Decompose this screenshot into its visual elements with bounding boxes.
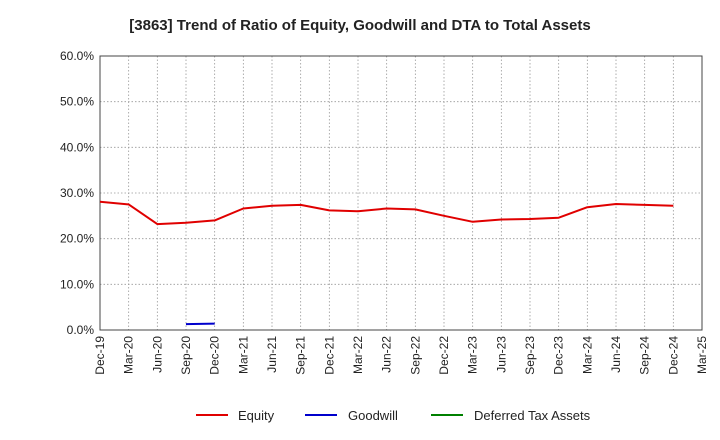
- series-line-equity: [99, 200, 674, 226]
- x-tick-label: Sep-21: [294, 336, 308, 375]
- x-tick-label: Sep-24: [638, 336, 652, 375]
- y-tick-label: 60.0%: [60, 49, 94, 63]
- x-tick-label: Mar-25: [695, 336, 709, 374]
- x-tick-label: Jun-24: [609, 336, 623, 373]
- x-tick-label: Jun-21: [265, 336, 279, 373]
- legend-label-goodwill: Goodwill: [348, 408, 398, 423]
- x-tick-label: Sep-23: [523, 336, 537, 375]
- y-tick-label: 20.0%: [60, 232, 94, 246]
- plot-frame: [99, 55, 703, 331]
- x-tick-label: Dec-22: [437, 336, 451, 375]
- x-tick-label: Mar-24: [580, 336, 594, 374]
- y-tick-label: 0.0%: [67, 323, 95, 337]
- legend-label-equity: Equity: [238, 408, 275, 423]
- y-tick-label: 50.0%: [60, 95, 94, 109]
- x-tick-label: Jun-20: [150, 336, 164, 373]
- x-tick-label: Dec-19: [93, 336, 107, 375]
- x-tick-label: Dec-20: [208, 336, 222, 375]
- x-tick-label: Jun-22: [380, 336, 394, 373]
- plot-area: 0.0% 10.0% 20.0% 30.0% 40.0% 50.0% 60.0% Dec-19…: [60, 49, 709, 375]
- series-line-goodwill: [185, 322, 215, 326]
- legend: Equity Goodwill Deferred Tax Assets: [196, 408, 591, 423]
- y-tick-label: 10.0%: [60, 277, 94, 291]
- x-tick-label: Mar-20: [122, 336, 136, 374]
- legend-label-deferred-tax-assets: Deferred Tax Assets: [474, 408, 591, 423]
- x-tick-label: Sep-22: [408, 336, 422, 375]
- chart-title: [3863] Trend of Ratio of Equity, Goodwil…: [129, 17, 590, 34]
- x-tick-label: Mar-23: [466, 336, 480, 374]
- y-tick-label: 30.0%: [60, 186, 94, 200]
- x-tick-label: Jun-23: [494, 336, 508, 373]
- x-tick-label: Mar-21: [236, 336, 250, 374]
- y-tick-label: 40.0%: [60, 140, 94, 154]
- x-tick-label: Dec-21: [322, 336, 336, 375]
- x-tick-label: Dec-24: [666, 336, 680, 375]
- x-tick-label: Mar-22: [351, 336, 365, 374]
- x-tick-label: Dec-23: [552, 336, 566, 375]
- x-tick-label: Sep-20: [179, 336, 193, 375]
